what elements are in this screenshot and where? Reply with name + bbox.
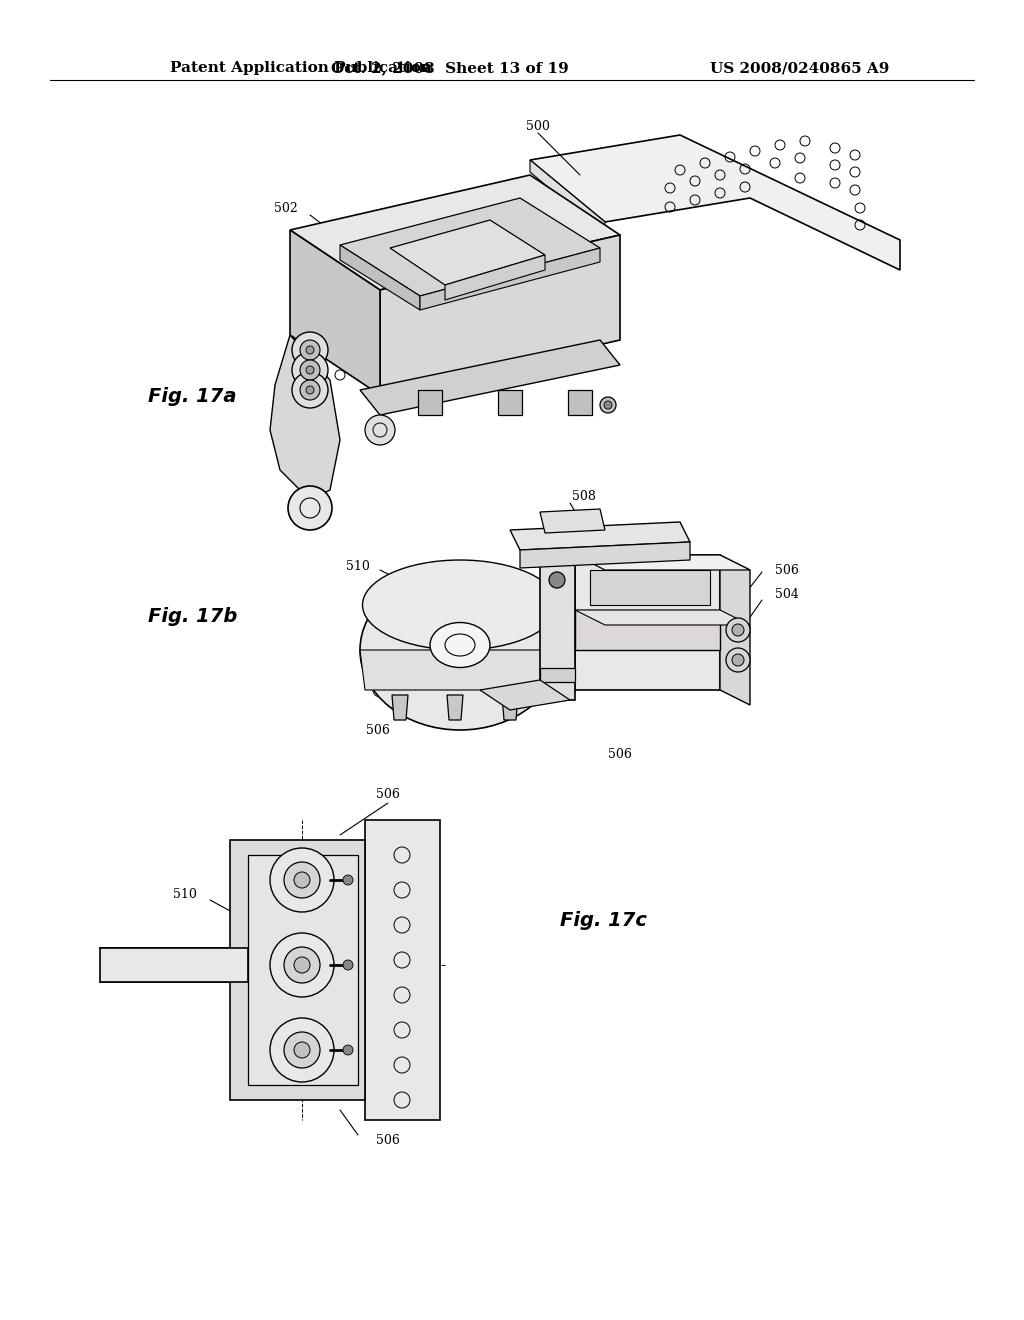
Polygon shape [290,176,620,290]
Text: US 2008/0240865 A9: US 2008/0240865 A9 [711,61,890,75]
Circle shape [306,366,314,374]
Polygon shape [230,840,365,1100]
Polygon shape [590,570,710,605]
Polygon shape [360,649,560,690]
Circle shape [270,1018,334,1082]
Circle shape [306,385,314,393]
Text: 510: 510 [173,888,197,902]
Polygon shape [420,248,600,310]
Circle shape [604,401,612,409]
Polygon shape [340,246,420,310]
Circle shape [270,933,334,997]
Circle shape [300,360,319,380]
Polygon shape [248,855,358,1085]
Polygon shape [480,680,570,710]
Ellipse shape [430,623,490,668]
Polygon shape [447,696,463,719]
Circle shape [549,572,565,587]
Polygon shape [520,543,690,568]
Circle shape [288,486,332,531]
Polygon shape [540,668,575,682]
Polygon shape [530,160,605,235]
Circle shape [284,946,319,983]
Circle shape [343,960,353,970]
Circle shape [343,875,353,884]
Circle shape [306,346,314,354]
Text: Oct. 2, 2008  Sheet 13 of 19: Oct. 2, 2008 Sheet 13 of 19 [331,61,569,75]
Circle shape [284,1032,319,1068]
Text: Fig. 17c: Fig. 17c [560,911,647,929]
Polygon shape [270,335,340,500]
Polygon shape [530,135,900,271]
Polygon shape [510,521,690,550]
Polygon shape [340,198,600,296]
Polygon shape [502,696,518,719]
Circle shape [732,653,744,667]
Polygon shape [575,554,750,570]
Circle shape [300,341,319,360]
Polygon shape [575,610,750,624]
Text: 502: 502 [274,202,298,214]
Polygon shape [720,554,750,705]
Polygon shape [100,948,248,982]
Polygon shape [498,389,522,414]
Circle shape [292,352,328,388]
Text: Fig. 17a: Fig. 17a [148,388,237,407]
Text: 504: 504 [775,589,799,602]
Text: Fig. 17b: Fig. 17b [148,607,238,627]
Polygon shape [568,389,592,414]
Polygon shape [575,554,720,690]
Polygon shape [380,235,620,395]
Circle shape [600,397,616,413]
Circle shape [732,624,744,636]
Text: 510: 510 [346,560,370,573]
Circle shape [292,372,328,408]
Circle shape [292,333,328,368]
Circle shape [294,1041,310,1059]
Polygon shape [575,610,720,649]
Circle shape [294,873,310,888]
Circle shape [300,380,319,400]
Polygon shape [540,510,605,533]
Polygon shape [540,540,575,700]
Text: 506: 506 [376,1134,400,1147]
Polygon shape [290,230,380,395]
Circle shape [284,862,319,898]
Text: 506: 506 [376,788,400,801]
Polygon shape [418,389,442,414]
Ellipse shape [360,570,560,730]
Circle shape [726,648,750,672]
Text: 500: 500 [526,120,550,133]
Circle shape [365,414,395,445]
Circle shape [343,1045,353,1055]
Text: 508: 508 [572,491,596,503]
Text: Patent Application Publication: Patent Application Publication [170,61,432,75]
Ellipse shape [362,560,557,649]
Circle shape [270,847,334,912]
Polygon shape [390,220,545,285]
Polygon shape [360,341,620,414]
Polygon shape [365,820,440,1119]
Polygon shape [392,696,408,719]
Polygon shape [445,255,545,300]
Text: 506: 506 [775,564,799,577]
Circle shape [294,957,310,973]
Text: 506: 506 [366,723,390,737]
Text: 506: 506 [608,748,632,762]
Circle shape [726,618,750,642]
